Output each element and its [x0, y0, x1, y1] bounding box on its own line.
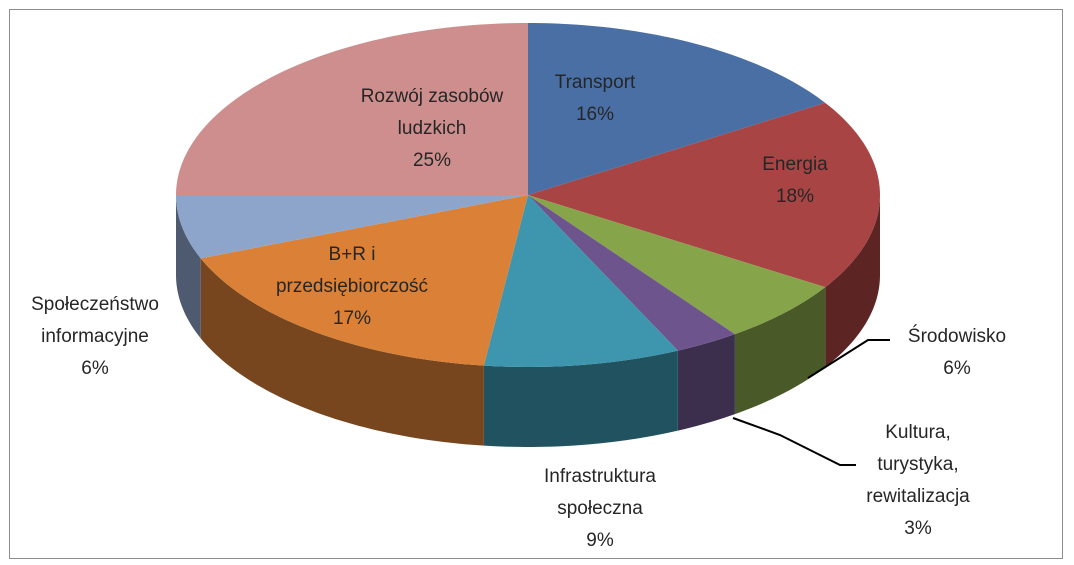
category-name: Kultura, turystyka, rewitalizacja [866, 422, 970, 507]
category-name: Energia [762, 154, 828, 175]
slice-label: Środowisko 6% [908, 321, 1006, 385]
value-label: 25% [412, 150, 452, 171]
category-name: Społeczeństwo informacyjne [31, 294, 159, 347]
slice-label: Energia 18% [762, 149, 828, 213]
slice-label: Infrastruktura społeczna 9% [544, 461, 656, 557]
pie-slice [528, 23, 826, 195]
value-label: 18% [775, 186, 815, 207]
value-label: 6% [81, 358, 109, 379]
category-name: Środowisko [907, 326, 1007, 347]
slice-label: Rozwój zasobów ludzkich 25% [361, 81, 504, 177]
category-name: Transport [554, 72, 636, 93]
slice-label: Transport 16% [555, 67, 636, 131]
slice-label: Społeczeństwo informacyjne 6% [31, 289, 159, 385]
category-name: Rozwój zasobów ludzkich [360, 86, 504, 139]
value-label: 16% [575, 104, 615, 125]
pie-slice [483, 195, 678, 367]
pie-slice [528, 195, 826, 335]
slice-label: B+R i przedsiębiorczość 17% [276, 239, 428, 335]
value-label: 9% [586, 530, 614, 551]
pie-slice [176, 23, 528, 195]
pie-side [176, 195, 201, 339]
leader-line [732, 417, 856, 466]
category-name: Infrastruktura społeczna [544, 466, 656, 519]
slice-label: Kultura, turystyka, rewitalizacja 3% [866, 417, 969, 545]
value-label: 17% [332, 308, 372, 329]
pie-side [483, 350, 678, 447]
value-label: 6% [943, 358, 971, 379]
pie-side [677, 334, 735, 431]
pie-side [734, 287, 826, 415]
value-label: 3% [904, 518, 932, 539]
leader-line [807, 339, 890, 379]
category-name: B+R i przedsiębiorczość [275, 244, 429, 297]
pie-slice [528, 102, 880, 288]
chart-frame [9, 9, 1063, 559]
pie-slice [176, 195, 528, 259]
pie-side [200, 258, 484, 446]
pie-slice [528, 195, 735, 351]
pie-side [825, 195, 880, 368]
pie-slice [200, 195, 528, 366]
